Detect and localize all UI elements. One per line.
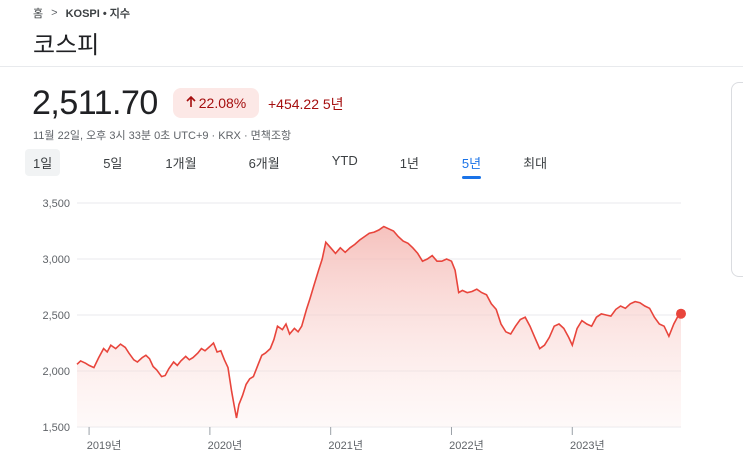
- y-tick-label: 3,000: [42, 254, 70, 266]
- x-tick-label: 2021년: [328, 439, 363, 452]
- range-tab[interactable]: 1년: [399, 156, 419, 171]
- breadcrumb: 홈 > KOSPI • 지수: [33, 5, 130, 21]
- range-tab[interactable]: 1일: [25, 149, 61, 176]
- breadcrumb-index-link[interactable]: KOSPI • 지수: [65, 8, 130, 20]
- price-chart[interactable]: 3,500 3,000 2,500 2,000 1,500 2019년 2020년 2021…: [0, 186, 743, 472]
- y-tick-label: 2,000: [42, 366, 70, 378]
- change-percent-chip: 22.08%: [173, 88, 259, 118]
- range-tab[interactable]: 6개월: [248, 156, 280, 171]
- header-divider: [0, 66, 743, 67]
- x-tick-label: 2022년: [449, 439, 484, 452]
- chevron-right-icon: >: [51, 7, 58, 19]
- x-tick-label: 2019년: [87, 439, 122, 452]
- home-link[interactable]: 홈: [33, 8, 44, 20]
- quote-meta: 11월 22일, 오후 3시 33분 0초 UTC+9 · KRX · 면책조항: [33, 130, 292, 142]
- x-tick-label: 2020년: [208, 439, 243, 452]
- y-tick-label: 3,500: [42, 198, 70, 210]
- range-tab[interactable]: 1개월: [165, 156, 197, 171]
- range-tab[interactable]: YTD: [331, 153, 358, 168]
- page-title: 코스피: [33, 32, 100, 59]
- price-line: [76, 225, 682, 419]
- range-tab[interactable]: 5년: [461, 149, 482, 179]
- range-tab[interactable]: 5일: [103, 156, 123, 171]
- change-percent: 22.08%: [198, 95, 247, 111]
- y-tick-label: 2,500: [42, 310, 70, 322]
- side-panel: [731, 82, 743, 277]
- y-tick-label: 1,500: [42, 422, 70, 434]
- range-tab[interactable]: 최대: [523, 156, 548, 171]
- last-price-marker[interactable]: [676, 308, 686, 319]
- arrow-up-icon: [186, 95, 196, 111]
- range-tabs: 1일 5일 1개월 6개월 YTD 1년 5년 최대: [25, 149, 548, 179]
- current-price: 2,511.70: [32, 84, 158, 122]
- x-tick-label: 2023년: [570, 439, 605, 452]
- change-absolute: +454.22 5년: [268, 96, 344, 112]
- price-area: [77, 226, 681, 427]
